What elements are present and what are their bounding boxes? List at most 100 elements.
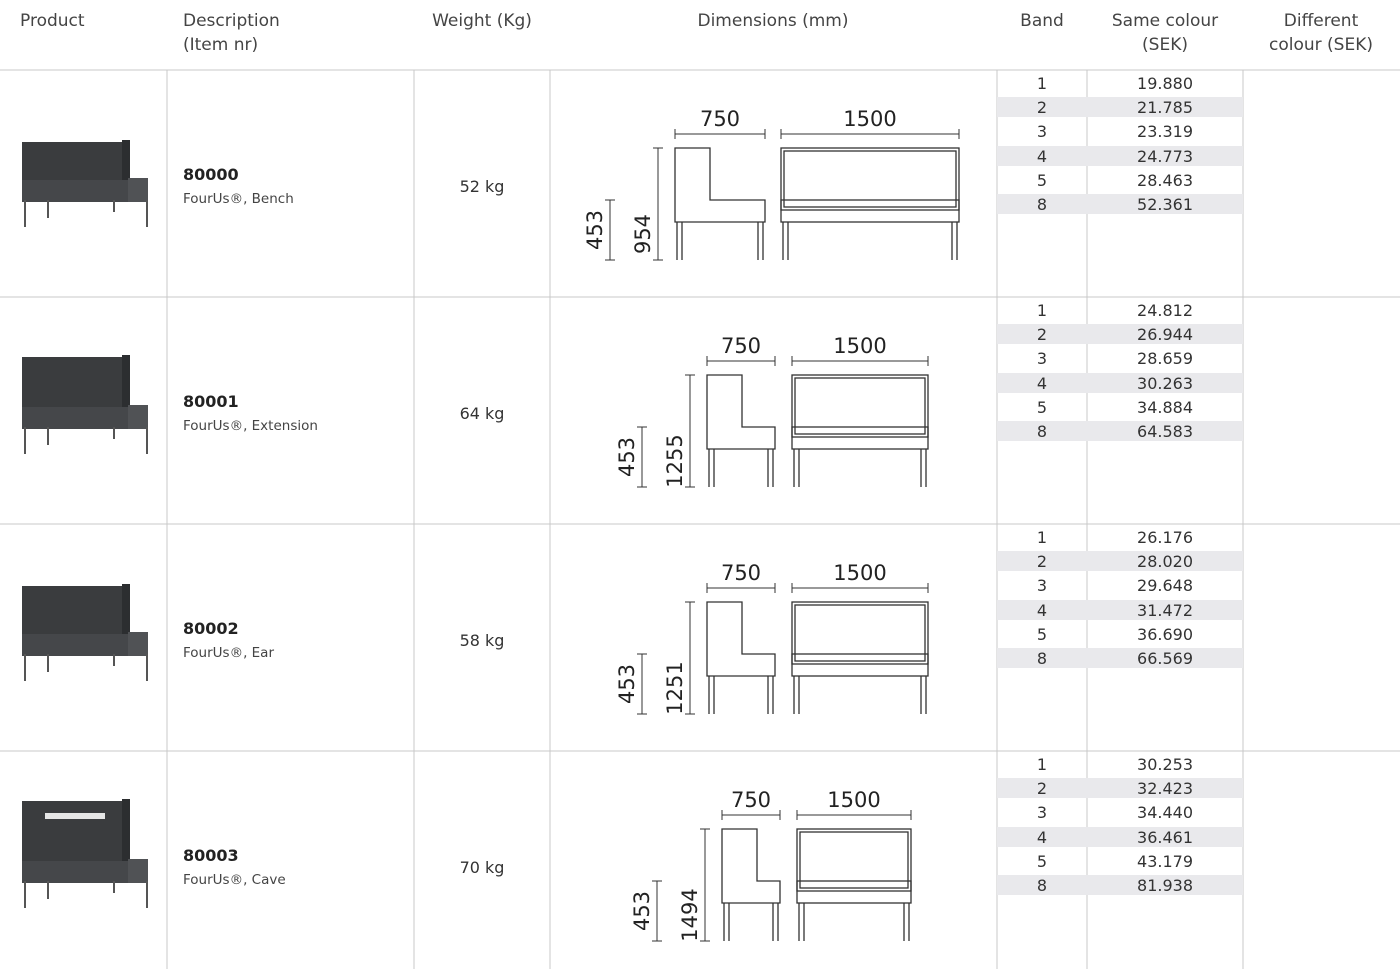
dimension-drawing	[798, 903, 910, 941]
dimension-drawing	[791, 426, 929, 450]
price: 19.880	[1137, 74, 1193, 93]
dimension-drawing	[685, 374, 695, 488]
dimension-label: 453	[583, 210, 607, 250]
dimension-drawing	[780, 129, 960, 139]
product-image	[122, 584, 130, 656]
dimension-drawing	[723, 903, 779, 941]
product-image	[128, 632, 148, 656]
dimension-drawing	[706, 374, 776, 450]
band: 5	[1036, 851, 1048, 871]
dimension-drawing	[793, 676, 927, 714]
band: 3	[1036, 122, 1048, 142]
dimension-drawing	[796, 880, 912, 904]
price: 28.020	[1137, 552, 1193, 572]
price: 31.472	[1137, 600, 1193, 620]
column-header: colour (SEK)	[1269, 35, 1373, 55]
price: 34.884	[1137, 397, 1193, 417]
band: 2	[1036, 779, 1048, 799]
product-image	[128, 859, 148, 883]
band: 1	[1036, 74, 1048, 93]
item-number: 80000	[183, 165, 239, 184]
item-number: 80003	[183, 846, 239, 865]
dimension-drawing	[791, 583, 929, 593]
band: 5	[1036, 624, 1048, 644]
price: 52.361	[1137, 195, 1193, 214]
dimension-drawing	[706, 601, 776, 677]
band: 2	[1036, 98, 1048, 118]
price: 28.463	[1137, 170, 1193, 190]
price: 36.461	[1137, 827, 1193, 847]
dimension-label: 453	[630, 891, 654, 931]
weight: 58 kg	[459, 631, 505, 650]
band: 4	[1036, 600, 1048, 620]
price: 24.812	[1137, 301, 1193, 320]
dimension-drawing	[708, 449, 774, 487]
price: 43.179	[1137, 851, 1193, 871]
row-stripe	[997, 648, 1243, 668]
price: 34.440	[1137, 803, 1193, 823]
product-image	[47, 427, 49, 445]
dimension-label: 1494	[678, 888, 702, 941]
product-image	[24, 881, 26, 908]
dimension-drawing	[791, 653, 929, 677]
dimension-label: 750	[721, 334, 761, 358]
dimension-drawing	[605, 199, 615, 261]
product-image	[22, 180, 148, 202]
band: 3	[1036, 803, 1048, 823]
product-image	[24, 654, 26, 681]
product-image	[22, 634, 148, 656]
dimension-drawing	[708, 676, 774, 714]
item-name: FourUs®, Cave	[183, 872, 286, 888]
dimension-drawing	[706, 583, 776, 593]
dimension-drawing	[783, 150, 957, 208]
weight: 70 kg	[459, 858, 505, 877]
price: 36.690	[1137, 624, 1193, 644]
dimension-label: 1255	[663, 434, 687, 487]
row-stripe	[997, 324, 1243, 345]
dimension-drawing	[653, 147, 663, 261]
product-image	[45, 813, 105, 819]
dimension-drawing	[674, 129, 766, 139]
weight: 64 kg	[459, 404, 505, 423]
band: 1	[1036, 301, 1048, 320]
price: 32.423	[1137, 779, 1193, 799]
product-image	[122, 140, 130, 202]
column-header: (Item nr)	[183, 35, 259, 55]
item-name: FourUs®, Extension	[183, 418, 318, 434]
price: 23.319	[1137, 122, 1193, 142]
band: 4	[1036, 373, 1048, 393]
price: 30.263	[1137, 373, 1193, 393]
column-header: Product	[20, 11, 85, 31]
band: 8	[1036, 649, 1048, 668]
product-image	[24, 200, 26, 227]
product-image	[47, 200, 49, 218]
price: 29.648	[1137, 576, 1193, 596]
dimension-drawing	[780, 199, 960, 223]
column-header: Description	[183, 11, 280, 31]
dimension-drawing	[791, 356, 929, 366]
row-stripe	[997, 551, 1243, 572]
product-image	[113, 881, 115, 893]
band: 1	[1036, 755, 1048, 774]
dimension-drawing	[674, 147, 766, 223]
dimension-drawing	[793, 449, 927, 487]
row-stripe	[997, 145, 1243, 166]
product-image	[113, 654, 115, 666]
price: 26.944	[1137, 325, 1193, 345]
item-name: FourUs®, Ear	[183, 645, 274, 661]
column-header: Band	[1020, 11, 1064, 31]
product-image	[22, 861, 148, 883]
row-stripe	[997, 778, 1243, 799]
dimension-drawing	[706, 356, 776, 366]
dimension-drawing	[794, 604, 926, 662]
column-header: Dimensions (mm)	[697, 11, 849, 31]
product-image	[24, 427, 26, 454]
dimension-drawing	[796, 828, 912, 892]
price: 64.583	[1137, 422, 1193, 441]
price: 30.253	[1137, 755, 1193, 774]
dimension-label: 453	[615, 437, 639, 477]
dimension-drawing	[794, 377, 926, 435]
dimension-drawing	[700, 828, 710, 942]
column-header: Different	[1283, 11, 1359, 31]
